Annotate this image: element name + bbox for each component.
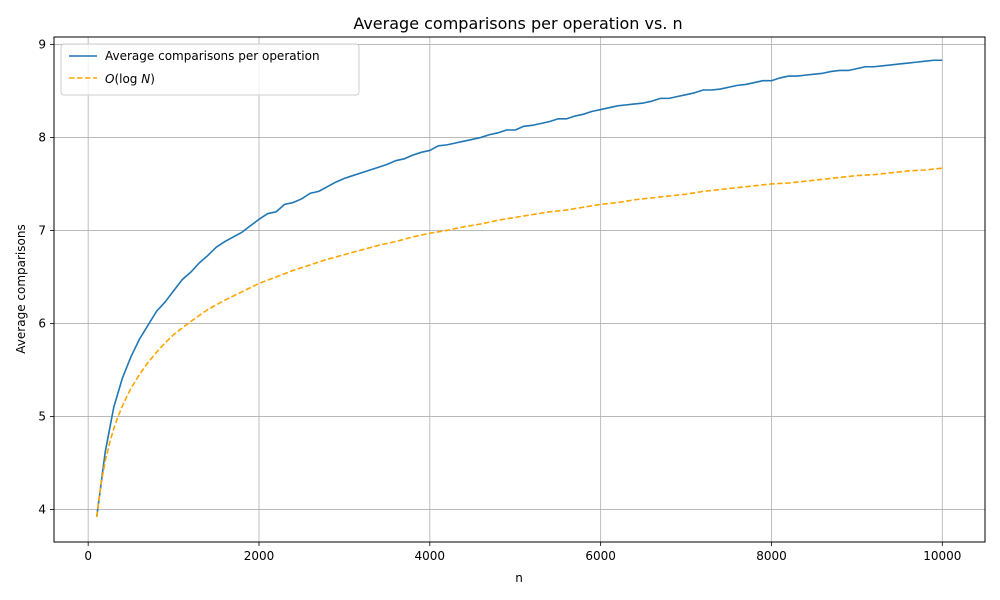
x-axis-label: n — [515, 571, 523, 585]
x-tick-label: 4000 — [415, 549, 446, 563]
gridlines — [54, 37, 985, 542]
plot-frame — [53, 36, 986, 543]
legend-box — [60, 43, 360, 96]
axis-ticks: 0 2000 4000 6000 8000 10000 4 5 6 7 8 9 — [38, 37, 961, 563]
x-tick-label: 2000 — [244, 549, 275, 563]
series-layer — [95, 59, 943, 517]
chart-title: Average comparisons per operation vs. n — [353, 14, 682, 33]
x-tick-label: 6000 — [585, 549, 616, 563]
y-tick-label: 6 — [38, 316, 46, 330]
y-tick-label: 7 — [38, 223, 46, 237]
y-tick-label: 5 — [38, 409, 46, 423]
series-line-2 — [95, 167, 943, 517]
legend-label-series-2: O(log N) — [105, 72, 155, 86]
y-tick-label: 8 — [38, 130, 46, 144]
x-tick-label: 10000 — [923, 549, 961, 563]
legend: Average comparisons per operation O(log … — [60, 43, 360, 96]
x-tick-label: 8000 — [756, 549, 787, 563]
y-tick-label: 9 — [38, 37, 46, 51]
y-axis-label: Average comparisons — [14, 224, 28, 353]
y-tick-label: 4 — [38, 502, 46, 516]
x-tick-label: 0 — [84, 549, 92, 563]
series-line-1 — [95, 59, 943, 517]
legend-label-series-1: Average comparisons per operation — [105, 49, 320, 63]
